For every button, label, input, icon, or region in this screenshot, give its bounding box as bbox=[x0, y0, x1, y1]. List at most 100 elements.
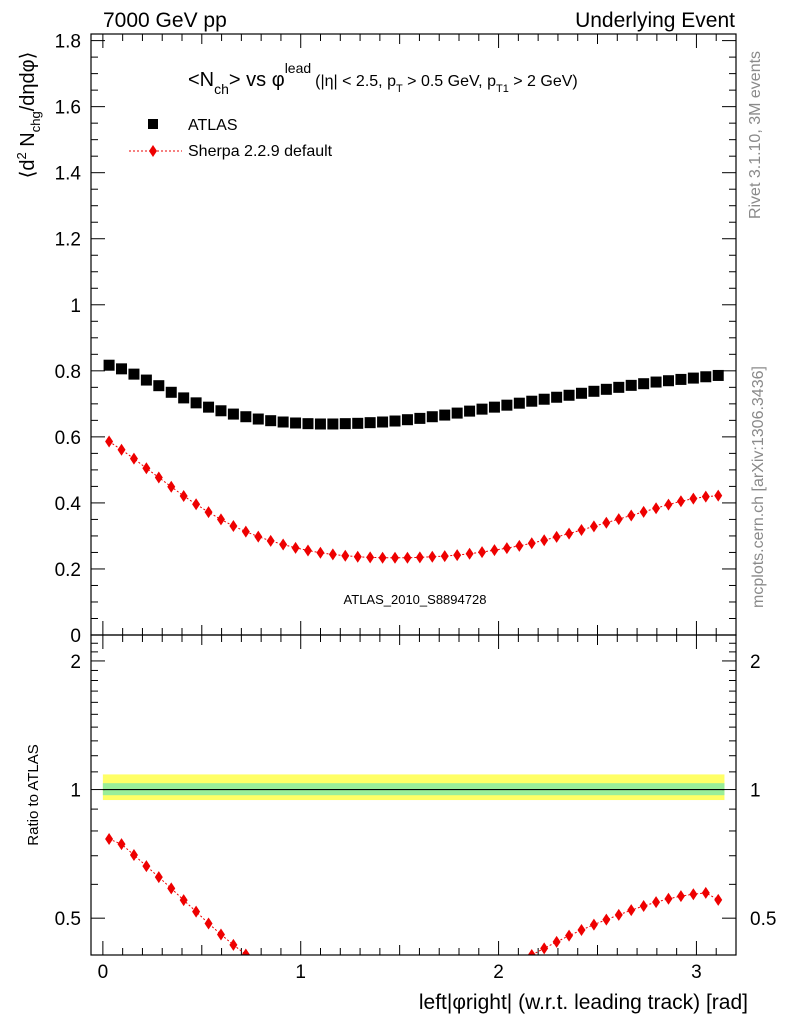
legend-sherpa-label: Sherpa 2.2.9 default bbox=[188, 143, 333, 160]
main-ytick-label: 0.4 bbox=[55, 494, 82, 515]
ratio-ytick-label: 1 bbox=[70, 781, 81, 802]
sherpa-point bbox=[652, 502, 661, 515]
atlas-point bbox=[339, 418, 351, 430]
ratio-sherpa-point bbox=[117, 838, 126, 851]
ratio-sherpa-point bbox=[379, 998, 387, 1010]
ratio-sherpa-point bbox=[527, 949, 536, 955]
atlas-point bbox=[178, 392, 190, 404]
ratio-sherpa-point bbox=[105, 833, 114, 846]
sherpa-point bbox=[490, 544, 499, 557]
atlas-point bbox=[327, 418, 339, 430]
ratio-ytick-label: 0.5 bbox=[55, 909, 81, 930]
sherpa-point bbox=[142, 462, 151, 475]
ratio-panel: 0.5 0.5 1 1 2 2 0 1 2 3 Ratio to ATLAS left|φrigh… bbox=[25, 634, 776, 1014]
sherpa-point bbox=[105, 435, 114, 448]
atlas-point bbox=[240, 411, 252, 423]
atlas-point bbox=[588, 385, 600, 397]
ratio-sherpa-point bbox=[341, 994, 349, 1006]
sherpa-point bbox=[527, 537, 536, 550]
ratio-sherpa-point bbox=[627, 904, 636, 917]
atlas-point bbox=[712, 369, 724, 381]
ratio-sherpa-point bbox=[241, 948, 250, 955]
atlas-point bbox=[488, 401, 500, 413]
sherpa-point bbox=[129, 452, 138, 465]
main-ylabel: ⟨d2 Nchg/dηdφ⟩ bbox=[14, 52, 43, 179]
ratio-sherpa-point bbox=[179, 894, 188, 907]
main-ytick-label: 1.6 bbox=[55, 98, 81, 119]
ratio-sherpa-point bbox=[602, 913, 611, 926]
sherpa-point bbox=[229, 520, 238, 533]
sherpa-point bbox=[117, 443, 126, 456]
ratio-sherpa-point bbox=[129, 848, 138, 861]
sherpa-point bbox=[689, 492, 698, 505]
atlas-point bbox=[116, 363, 128, 375]
ratio-sherpa-point bbox=[664, 892, 673, 905]
main-ytick-label: 1 bbox=[70, 296, 81, 317]
sherpa-line bbox=[108, 441, 719, 559]
atlas-point bbox=[526, 395, 538, 407]
ratio-frame bbox=[90, 634, 737, 956]
ratio-sherpa-point bbox=[676, 890, 685, 903]
atlas-point bbox=[227, 408, 239, 420]
ratio-ytick-label: 2 bbox=[70, 652, 81, 673]
sherpa-point bbox=[515, 539, 524, 552]
ratio-sherpa-point bbox=[589, 918, 598, 931]
header-left: 7000 GeV pp bbox=[103, 9, 227, 32]
ratio-sherpa-point bbox=[639, 899, 648, 912]
sherpa-point bbox=[303, 544, 312, 557]
atlas-point bbox=[638, 378, 650, 390]
atlas-point bbox=[687, 372, 699, 384]
atlas-point bbox=[600, 383, 612, 395]
sherpa-point bbox=[154, 471, 163, 484]
ratio-sherpa-point bbox=[154, 871, 163, 884]
ratio-sherpa-point bbox=[652, 896, 661, 909]
atlas-point bbox=[190, 397, 202, 409]
ratio-sherpa-point bbox=[689, 888, 698, 901]
sherpa-point bbox=[627, 509, 636, 522]
ratio-sherpa-point bbox=[540, 942, 549, 955]
sherpa-point bbox=[502, 542, 511, 555]
legend: ATLAS Sherpa 2.2.9 default bbox=[129, 117, 333, 160]
sherpa-point bbox=[714, 489, 723, 502]
sherpa-point bbox=[291, 541, 300, 554]
atlas-point bbox=[215, 405, 227, 417]
atlas-point bbox=[203, 401, 215, 413]
atlas-point bbox=[476, 403, 488, 415]
main-ytick-label: 1.2 bbox=[55, 230, 81, 251]
sherpa-point bbox=[167, 480, 176, 493]
atlas-point bbox=[165, 386, 177, 398]
ratio-ytick-label-right: 1 bbox=[750, 781, 761, 802]
ratio-sherpa-point bbox=[192, 905, 201, 918]
main-panel: 0 0.2 0.4 0.6 0.8 1 1.2 1.4 1.6 1.8 <Nch> vs φlea… bbox=[14, 32, 737, 647]
atlas-point bbox=[563, 389, 575, 401]
atlas-point bbox=[265, 415, 277, 427]
sherpa-point bbox=[341, 549, 350, 562]
rivet-label: Rivet 3.1.10, 3M events bbox=[747, 51, 764, 219]
sherpa-point bbox=[540, 534, 549, 547]
ratio-ytick-label-right: 2 bbox=[750, 652, 761, 673]
atlas-point bbox=[700, 371, 712, 383]
ratio-sherpa-point bbox=[216, 928, 225, 941]
sherpa-point bbox=[241, 525, 250, 538]
sherpa-point bbox=[216, 513, 225, 526]
main-ytick-label: 0.2 bbox=[55, 560, 81, 581]
ratio-sherpa-point bbox=[254, 957, 262, 969]
ratio-sherpa-line bbox=[108, 838, 719, 955]
ratio-sherpa-point bbox=[267, 966, 275, 978]
mcplots-label: mcplots.cern.ch [arXiv:1306.3436] bbox=[750, 366, 767, 608]
sherpa-point bbox=[701, 490, 710, 503]
atlas-point bbox=[675, 373, 687, 385]
atlas-point bbox=[650, 376, 662, 388]
atlas-point bbox=[352, 417, 364, 429]
ratio-sherpa-point bbox=[565, 929, 574, 942]
sherpa-point bbox=[428, 550, 437, 563]
main-ytick-label: 0.6 bbox=[55, 428, 81, 449]
atlas-point bbox=[153, 380, 165, 392]
atlas-point bbox=[103, 359, 115, 371]
ratio-sherpa-point bbox=[167, 882, 176, 895]
atlas-point bbox=[401, 414, 413, 426]
main-ytick-label: 0 bbox=[70, 626, 81, 647]
sherpa-point bbox=[478, 546, 487, 559]
ratio-sherpa-point bbox=[142, 860, 151, 873]
